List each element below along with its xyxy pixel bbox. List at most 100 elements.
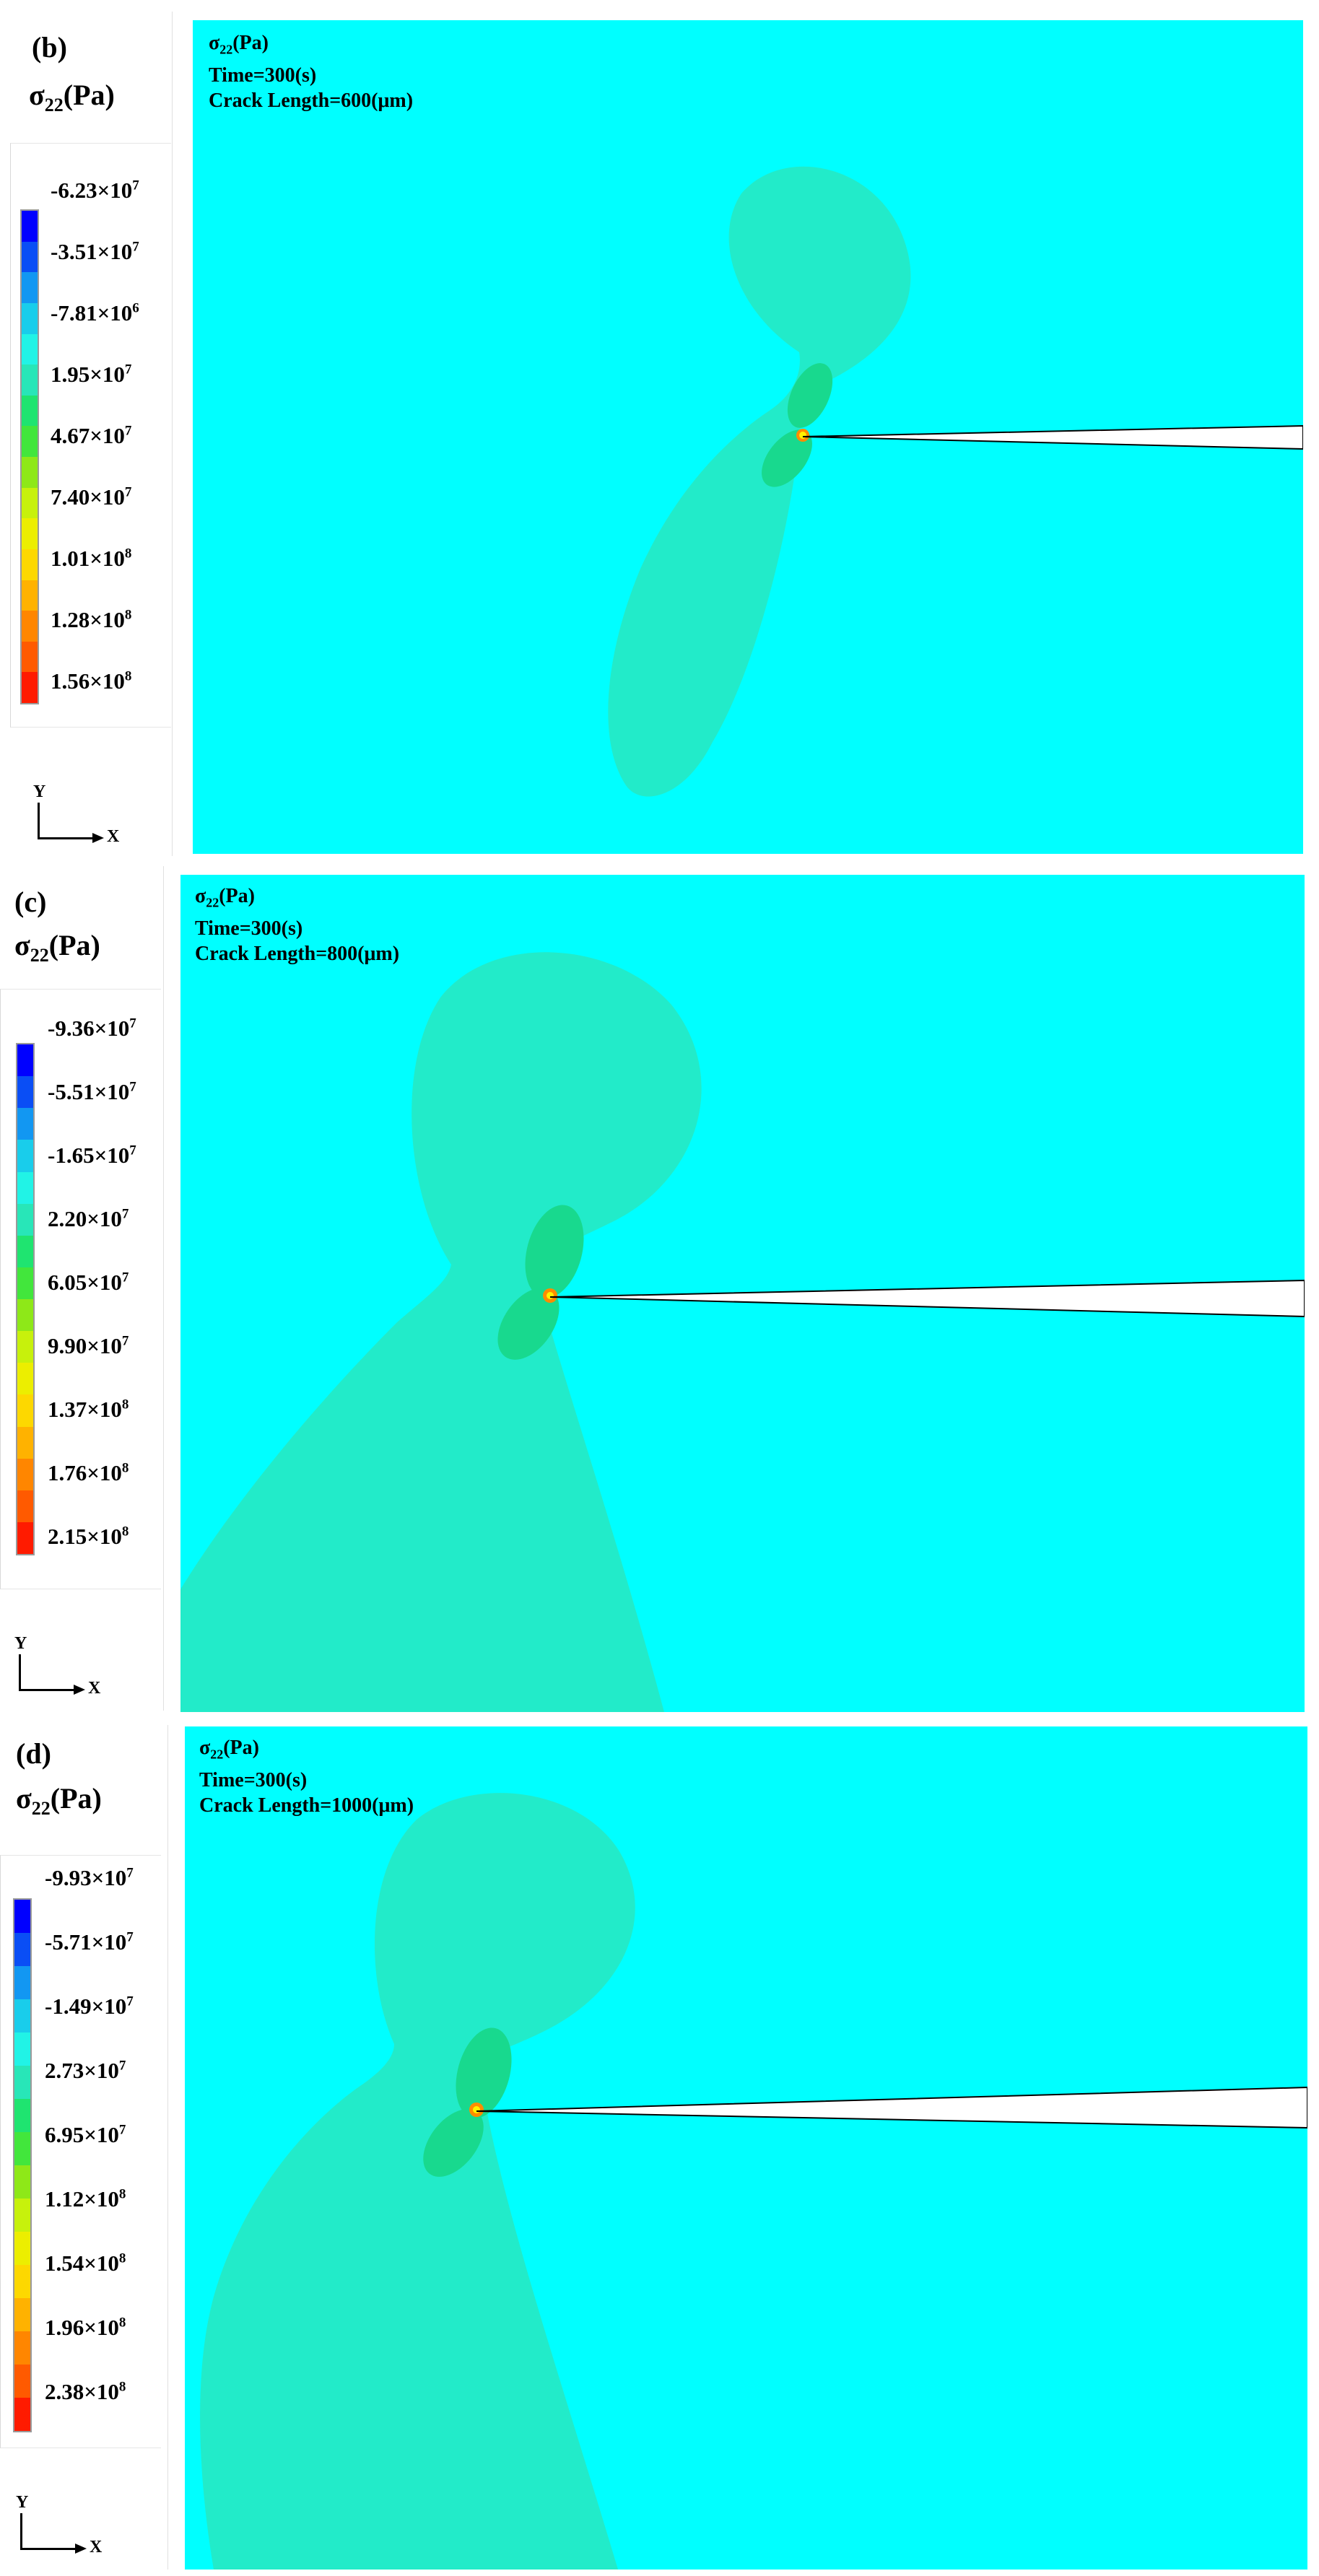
legend-tick-label: -6.23×107 <box>51 178 139 203</box>
legend-tick-label: 1.54×108 <box>45 2250 126 2276</box>
colorbar-segment <box>22 549 38 580</box>
colorbar-segment <box>14 2066 30 2099</box>
stress-field: σ22(Pa) Time=300(s) Crack Length=800(μm) <box>180 875 1305 1712</box>
panel-divider <box>172 12 173 856</box>
x-arrow-icon <box>74 1685 85 1695</box>
axis-x-label: X <box>88 1679 101 1698</box>
x-axis-line <box>38 837 95 839</box>
colorbar-segment <box>14 1933 30 1966</box>
info-time: Time=300(s) <box>195 917 303 940</box>
info-crack-length: Crack Length=800(μm) <box>195 942 400 965</box>
legend-tick-label: 7.40×107 <box>51 484 132 510</box>
axis-y-label: Y <box>16 2493 29 2512</box>
info-variable: σ22(Pa) <box>195 885 255 910</box>
field-info: σ22(Pa) Time=300(s) Crack Length=1000(μm… <box>199 1735 414 1818</box>
colorbar-segment <box>14 2099 30 2132</box>
legend-tick-label: 1.96×108 <box>45 2315 126 2340</box>
colorbar-segment <box>22 241 38 273</box>
colorbar-segment <box>14 2232 30 2265</box>
legend-tick-label: 1.37×108 <box>48 1397 129 1422</box>
legend-frame <box>10 143 171 728</box>
legend-tick-label: -7.81×106 <box>51 300 139 326</box>
legend-tick-label: 1.01×108 <box>51 546 132 571</box>
legend-frame <box>0 989 161 1589</box>
colorbar-segment <box>14 2033 30 2066</box>
legend-tick-label: -9.93×107 <box>45 1865 134 1890</box>
stress-field-svg <box>185 1726 1307 2570</box>
colorbar-segment <box>14 2331 30 2365</box>
colorbar-segment <box>17 1394 33 1427</box>
legend-tick-label: -1.49×107 <box>45 1994 134 2019</box>
colorbar-segment <box>17 1331 33 1363</box>
legend-tick-label: -1.65×107 <box>48 1143 136 1168</box>
colorbar-segment <box>22 302 38 334</box>
panel-divider <box>167 1725 168 2570</box>
crack-opening <box>802 424 1303 450</box>
legend-frame <box>0 1855 161 2448</box>
legend-tick-label: -5.51×107 <box>48 1079 136 1104</box>
axis-x-label: X <box>107 827 120 846</box>
crack-opening <box>476 2086 1307 2129</box>
colorbar-segment <box>22 457 38 488</box>
stress-lobe-upper <box>200 1793 635 2570</box>
colorbar-segment <box>22 333 38 365</box>
colorbar-segment <box>14 2132 30 2165</box>
field-info: σ22(Pa) Time=300(s) Crack Length=800(μm) <box>195 883 399 966</box>
stress-field-svg <box>193 20 1303 854</box>
panel-divider <box>163 866 164 1711</box>
colorbar <box>13 1898 32 2432</box>
y-axis-line <box>38 803 40 839</box>
y-axis-line <box>20 2513 22 2549</box>
y-axis-line <box>19 1654 21 1690</box>
stress-lobe-upper <box>180 952 702 1712</box>
info-time: Time=300(s) <box>199 1768 308 1791</box>
legend-tick-label: 6.05×107 <box>48 1270 129 1295</box>
stress-field-svg <box>180 875 1305 1712</box>
colorbar-segment <box>14 2298 30 2331</box>
colorbar-segment <box>14 1999 30 2033</box>
crack-tip-core <box>473 2106 480 2113</box>
legend-tick-label: 1.28×108 <box>51 607 132 632</box>
stress-field: σ22(Pa) Time=300(s) Crack Length=1000(μm… <box>185 1726 1307 2570</box>
colorbar-segment <box>17 1044 33 1077</box>
x-arrow-icon <box>92 833 104 843</box>
stress-lobe-inner-top <box>525 1205 584 1298</box>
colorbar-segment <box>22 672 38 703</box>
legend-tick-label: 9.90×107 <box>48 1333 129 1358</box>
legend-tick-label: -9.36×107 <box>48 1016 136 1041</box>
axis-y-label: Y <box>33 782 46 801</box>
colorbar-segment <box>17 1171 33 1204</box>
info-crack-length: Crack Length=1000(μm) <box>199 1794 414 1817</box>
panel-b: (b) σ22(Pa) -6.23×107 -3.51×107 -7.81×10… <box>0 0 1319 859</box>
panel-letter: (c) <box>14 886 47 918</box>
legend-title: σ22(Pa) <box>29 79 115 115</box>
legend-tick-label: 1.56×108 <box>51 668 132 694</box>
axis-y-label: Y <box>14 1634 27 1653</box>
colorbar-segment <box>17 1140 33 1172</box>
panel-letter: (b) <box>32 31 67 64</box>
legend-title: σ22(Pa) <box>16 1782 102 1819</box>
colorbar-segment <box>22 580 38 611</box>
colorbar-segment <box>17 1108 33 1140</box>
colorbar-segment <box>14 2199 30 2232</box>
colorbar-segment <box>17 1203 33 1236</box>
legend-tick-label: 1.76×108 <box>48 1460 129 1485</box>
stress-lobe-inner-top <box>456 2027 512 2118</box>
colorbar-segment <box>22 395 38 427</box>
legend-tick-label: 2.20×107 <box>48 1206 129 1231</box>
colorbar-segment <box>17 1235 33 1267</box>
x-axis-line <box>20 2548 78 2550</box>
legend-tick-label: 1.12×108 <box>45 2186 126 2212</box>
colorbar-segment <box>22 211 38 242</box>
stress-lobe-inner-bottom <box>497 1288 560 1360</box>
legend-tick-label: 4.67×107 <box>51 423 132 448</box>
colorbar-segment <box>22 611 38 642</box>
stress-lobe-inner-bottom <box>423 2109 484 2177</box>
legend-tick-label: 1.95×107 <box>51 362 132 387</box>
x-arrow-icon <box>75 2544 87 2554</box>
info-variable: σ22(Pa) <box>209 32 269 57</box>
x-axis-line <box>19 1689 77 1691</box>
colorbar-segment <box>17 1267 33 1299</box>
colorbar-segment <box>22 272 38 303</box>
info-time: Time=300(s) <box>209 64 317 87</box>
